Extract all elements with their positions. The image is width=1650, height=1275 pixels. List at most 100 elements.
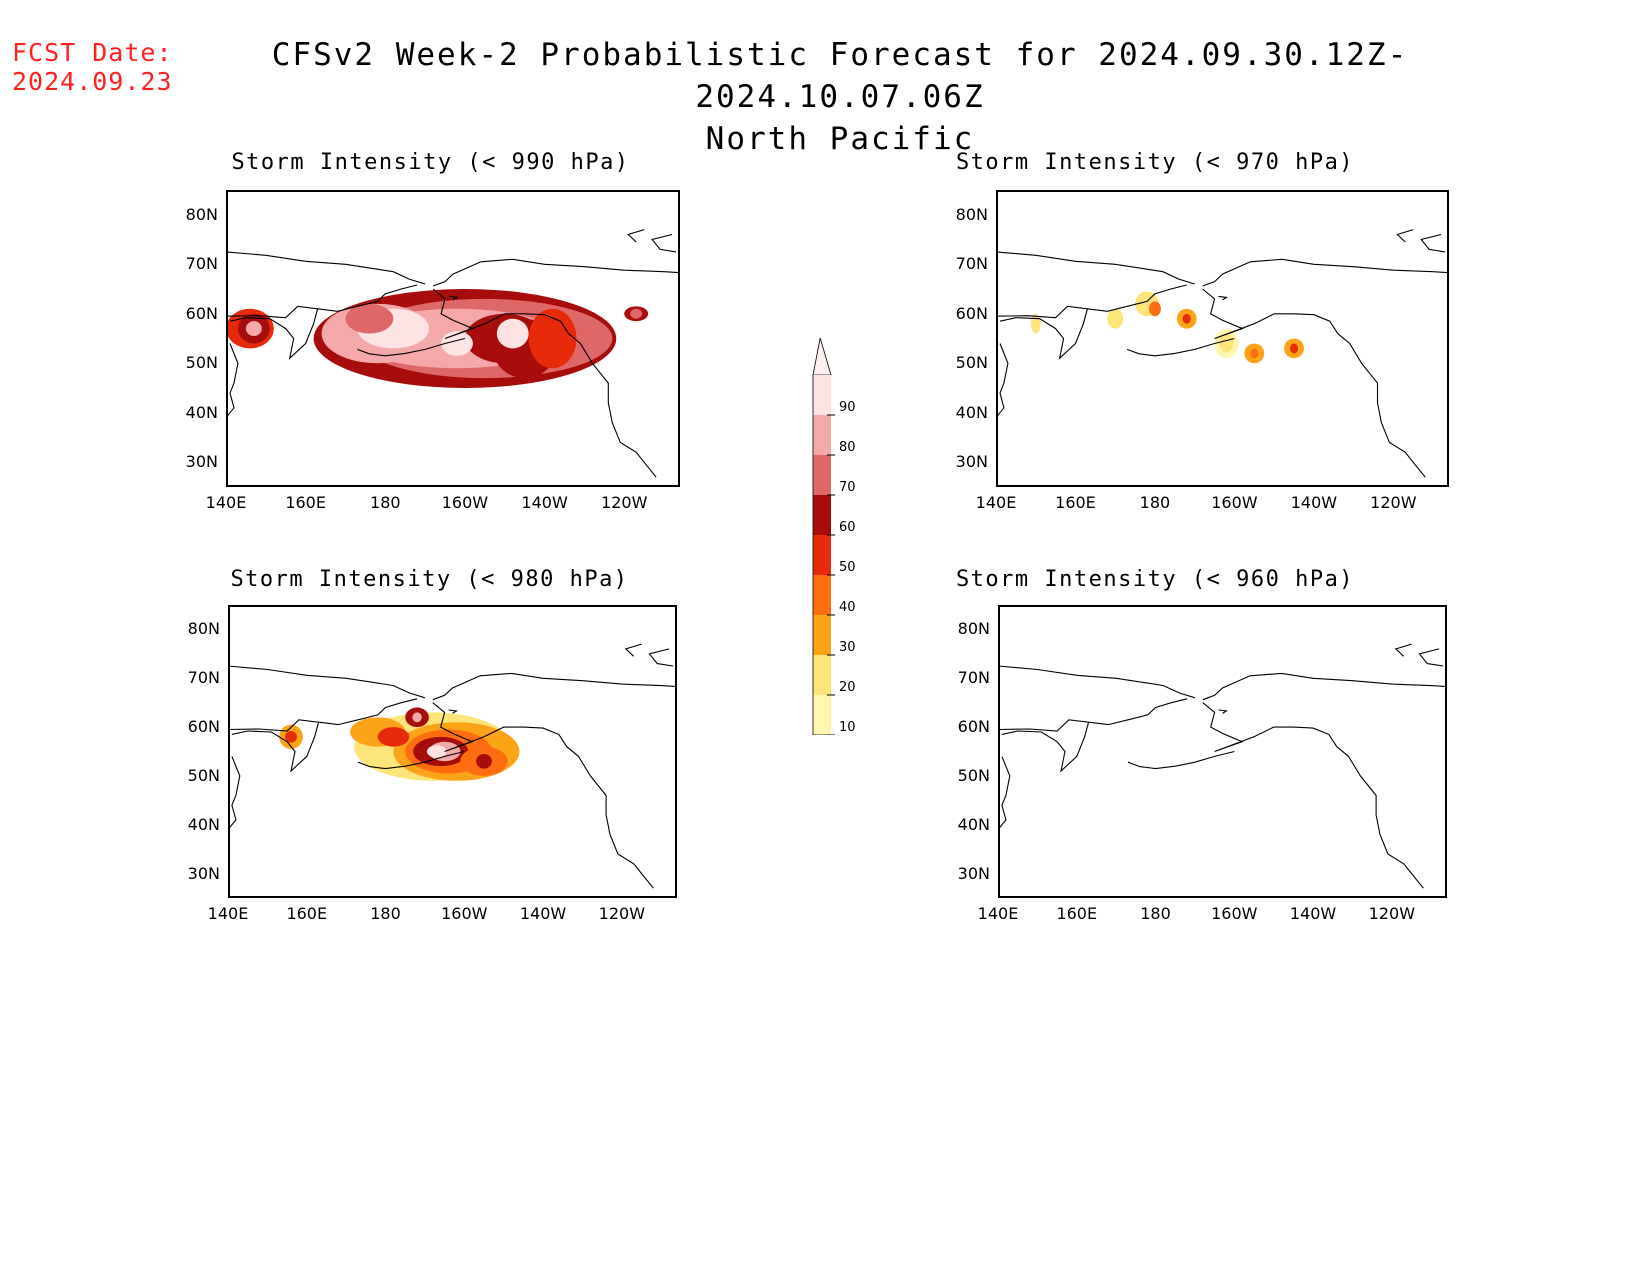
map-canvas: [228, 605, 677, 898]
coastline: [432, 702, 654, 889]
fcst-date: 2024.09.23: [12, 67, 173, 96]
coastline: [1127, 750, 1235, 770]
coastline: [228, 719, 320, 773]
colorbar-label: 10: [839, 720, 856, 735]
lat-tick-label: 80N: [955, 204, 988, 224]
probability-region: [1290, 343, 1298, 354]
probability-region: [1219, 334, 1234, 353]
lat-tick-label: 70N: [185, 254, 218, 274]
coastline: [432, 288, 657, 478]
coastline: [317, 284, 418, 312]
colorbar-max-triangle: [812, 337, 832, 376]
lat-tick-label: 50N: [185, 353, 218, 373]
lon-tick-label: 140E: [975, 493, 1017, 512]
coastline: [432, 258, 680, 287]
coastline: [996, 251, 1195, 285]
lat-tick-label: 70N: [187, 668, 220, 688]
coastline: [998, 719, 1090, 773]
probability-region: [496, 318, 529, 349]
coastline: [226, 251, 426, 285]
lat-tick-label: 70N: [955, 254, 988, 274]
coastline: [651, 233, 677, 253]
lon-tick-label: 180: [370, 493, 401, 512]
coastline: [996, 343, 1009, 433]
colorbar-label: 90: [839, 400, 856, 415]
probability-region: [1182, 313, 1191, 324]
coastline: [1218, 709, 1229, 714]
coastline: [1202, 258, 1449, 287]
coastline: [226, 343, 239, 433]
coastline: [226, 305, 319, 360]
lon-tick-label: 140W: [521, 493, 568, 512]
colorbar-segment: [813, 375, 831, 415]
probability-region: [426, 745, 447, 758]
colorbar-label: 70: [839, 480, 856, 495]
lat-tick-label: 30N: [955, 452, 988, 472]
coastline: [1202, 672, 1447, 701]
probability-region: [245, 321, 262, 337]
lat-tick-label: 40N: [187, 814, 220, 834]
panel-960-title: Storm Intensity (< 960 hPa): [955, 567, 1355, 592]
coastline: [1087, 284, 1187, 312]
map-panel-980: [228, 605, 677, 898]
colorbar-segment: [813, 535, 831, 575]
coastline: [998, 756, 1011, 845]
lat-tick-label: 80N: [185, 204, 218, 224]
colorbar-label: 30: [839, 640, 856, 655]
probability-colorbar: 10 20 30 40 50 60 70 80 90: [810, 335, 870, 772]
coastline: [627, 229, 645, 243]
map-panel-960: [998, 605, 1447, 898]
coastline: [998, 665, 1196, 699]
lat-tick-label: 60N: [957, 717, 990, 737]
lat-tick-label: 50N: [957, 765, 990, 785]
probability-region: [377, 727, 410, 747]
map-panel-990: [226, 190, 680, 487]
coastline: [1202, 702, 1424, 889]
panel-980-title: Storm Intensity (< 980 hPa): [230, 567, 629, 592]
probability-region: [1148, 301, 1161, 317]
colorbar-label: 20: [839, 680, 856, 695]
probability-region: [412, 712, 422, 723]
probability-region: [630, 308, 643, 319]
lat-tick-label: 30N: [185, 452, 218, 472]
lon-tick-label: 120W: [1368, 904, 1416, 923]
lat-tick-label: 40N: [185, 402, 218, 422]
map-canvas: [226, 190, 680, 487]
probability-region: [1250, 348, 1259, 359]
colorbar-segment: [813, 615, 831, 655]
title-line-1: CFSv2 Week-2 Probabilistic Forecast for …: [271, 37, 1409, 115]
colorbar-segment: [813, 415, 831, 455]
colorbar-label: 40: [839, 600, 856, 615]
map-canvas: [998, 605, 1447, 898]
lon-tick-label: 160E: [1055, 493, 1096, 512]
colorbar-label: 60: [839, 520, 856, 535]
coastline: [996, 305, 1089, 360]
lon-tick-label: 160W: [1211, 493, 1258, 512]
lon-tick-label: 180: [1139, 493, 1171, 512]
coastline: [1218, 295, 1229, 301]
lat-tick-label: 60N: [955, 303, 988, 323]
probability-region: [476, 753, 492, 769]
coastline: [448, 295, 459, 301]
lat-tick-label: 70N: [957, 668, 990, 688]
colorbar-segment: [813, 695, 831, 735]
coastline: [1394, 643, 1412, 657]
lon-tick-label: 160W: [1211, 904, 1258, 923]
coastline: [318, 698, 418, 726]
lon-tick-label: 140E: [977, 904, 1019, 923]
coastline: [624, 643, 642, 657]
coastline: [1088, 698, 1188, 726]
lon-tick-label: 140E: [207, 904, 249, 923]
colorbar-segment: [813, 495, 831, 535]
colorbar-label: 50: [839, 560, 856, 575]
probability-region: [528, 308, 577, 369]
lat-tick-label: 50N: [955, 353, 988, 373]
forecast-date-label: FCST Date: 2024.09.23: [12, 38, 173, 96]
colorbar-label: 80: [839, 440, 856, 455]
lat-tick-label: 60N: [187, 717, 220, 737]
panel-990-title: Storm Intensity (< 990 hPa): [231, 150, 630, 175]
lon-tick-label: 140W: [1290, 493, 1338, 512]
coastline: [1126, 337, 1235, 357]
lat-tick-label: 40N: [955, 402, 988, 422]
lon-tick-label: 140W: [519, 904, 567, 923]
